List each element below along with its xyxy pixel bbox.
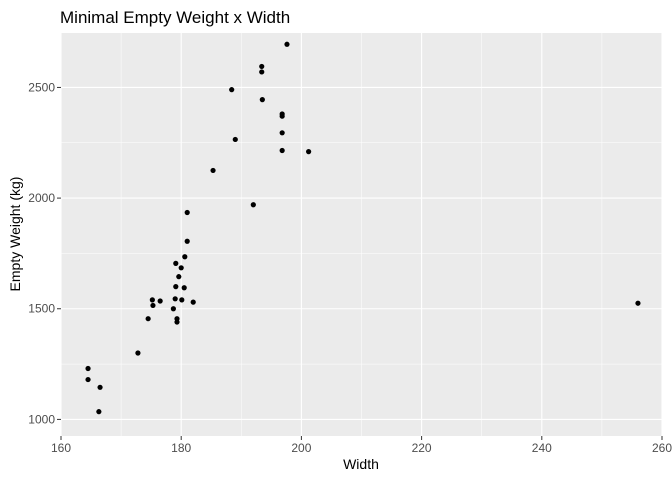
data-point: [229, 87, 235, 93]
y-axis-ticks: 1000 1500 2000 2500: [28, 80, 61, 426]
data-point: [279, 130, 285, 136]
data-point: [150, 302, 156, 309]
data-point: [170, 306, 176, 312]
data-point: [184, 238, 190, 244]
data-point: [182, 254, 188, 260]
data-point: [306, 149, 312, 155]
minor-gridlines: [61, 33, 662, 436]
data-point: [85, 376, 91, 383]
data-point: [172, 296, 178, 302]
data-point: [210, 167, 216, 174]
y-axis-label: Empty Weight (kg): [7, 177, 23, 292]
data-point: [259, 97, 265, 103]
data-point: [178, 265, 184, 271]
data-point: [173, 260, 179, 266]
y-tick-label: 2000: [28, 191, 55, 205]
data-point: [284, 41, 290, 47]
x-tick-label: 200: [291, 441, 311, 455]
x-tick-label: 240: [532, 441, 552, 455]
data-point: [250, 202, 256, 208]
y-tick-label: 1500: [28, 302, 55, 316]
data-point: [96, 409, 102, 415]
data-points: [85, 41, 641, 415]
data-point: [176, 274, 182, 280]
major-gridlines: [60, 33, 663, 436]
data-point: [179, 297, 185, 303]
data-point: [135, 350, 141, 356]
data-point: [279, 113, 285, 119]
data-point: [173, 284, 179, 290]
x-tick-label: 180: [171, 441, 191, 455]
data-point: [174, 319, 180, 325]
x-tick-label: 260: [652, 441, 672, 455]
data-point: [85, 365, 91, 372]
data-point: [181, 285, 187, 291]
data-point: [97, 384, 103, 390]
data-point: [635, 300, 641, 306]
y-tick-label: 2500: [28, 80, 55, 94]
chart-title: Minimal Empty Weight x Width: [60, 8, 290, 27]
x-axis-label: Width: [343, 456, 379, 472]
data-point: [190, 299, 196, 305]
y-tick-label: 1000: [28, 412, 55, 426]
data-point: [149, 297, 155, 303]
x-axis-ticks: 160 180 200 220 240 260: [51, 436, 672, 455]
data-point: [232, 136, 238, 143]
data-point: [145, 316, 151, 322]
x-tick-label: 160: [51, 441, 71, 455]
data-point: [157, 298, 163, 304]
data-point: [259, 63, 265, 70]
data-point: [259, 69, 265, 75]
x-tick-label: 220: [412, 441, 432, 455]
data-point: [279, 147, 285, 154]
data-point: [184, 209, 190, 216]
